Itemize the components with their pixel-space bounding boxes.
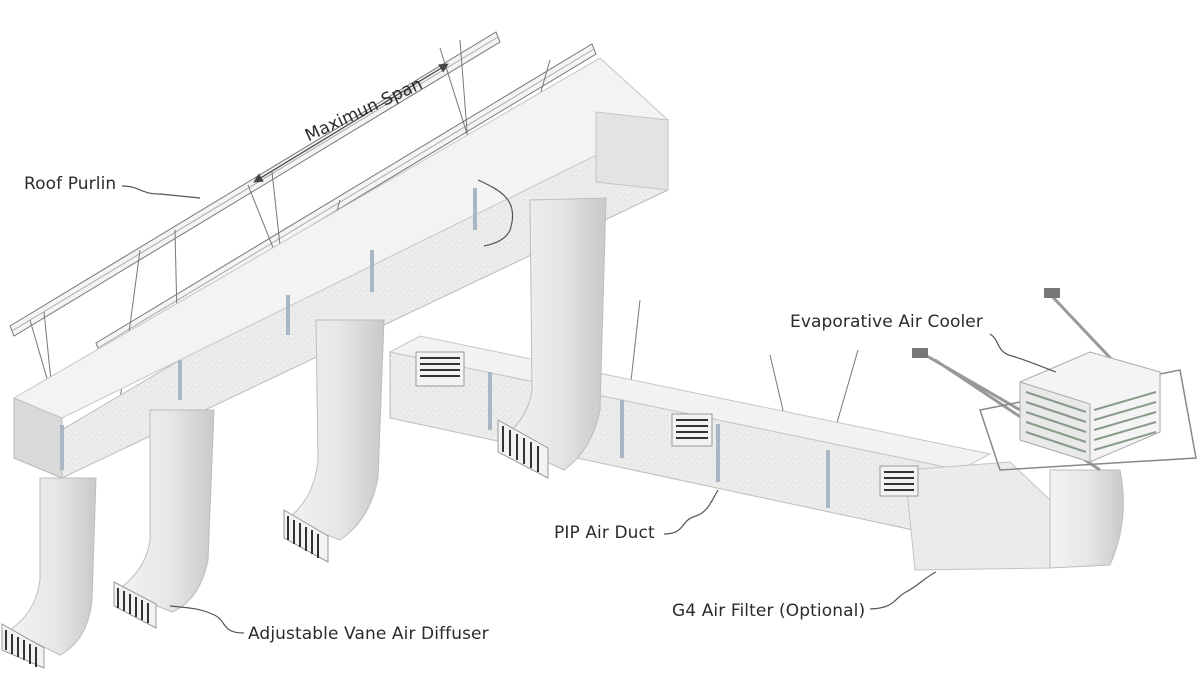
main-trunk-duct <box>12 57 669 479</box>
callout-lines <box>121 179 1057 634</box>
label-roof-purlin: Roof Purlin <box>24 174 117 194</box>
evaporative-cooler <box>912 288 1197 472</box>
label-g4-filter: G4 Air Filter (Optional) <box>672 601 866 621</box>
drop-ducts <box>9 197 607 656</box>
maximum-span-arrow <box>253 63 449 183</box>
label-evaporative-cooler: Evaporative Air Cooler <box>790 312 983 332</box>
diffuser-3 <box>283 509 329 563</box>
diffuser-1 <box>1 623 45 669</box>
diffuser-4 <box>497 419 549 479</box>
duct-clamps <box>60 188 830 508</box>
diffuser-7 <box>879 465 919 497</box>
label-diffuser: Adjustable Vane Air Diffuser <box>248 624 489 644</box>
diffuser-2 <box>113 581 157 629</box>
air-diffusers <box>1 351 919 669</box>
diffuser-5 <box>415 351 465 387</box>
label-pip-duct: PIP Air Duct <box>554 523 655 543</box>
diffuser-6 <box>671 413 713 447</box>
